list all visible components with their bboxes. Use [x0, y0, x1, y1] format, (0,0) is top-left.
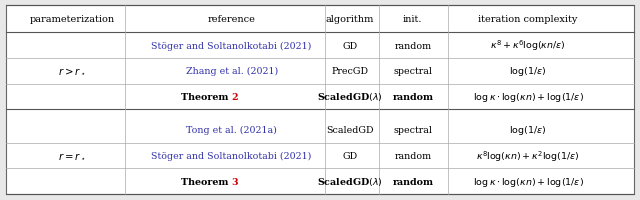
Text: algorithm: algorithm [326, 15, 374, 24]
Text: ScaledGD$(\lambda)$: ScaledGD$(\lambda)$ [317, 91, 383, 103]
Text: $\kappa^8 \log(\kappa n) + \kappa^2 \log(1/\varepsilon)$: $\kappa^8 \log(\kappa n) + \kappa^2 \log… [476, 148, 580, 163]
Text: $\kappa^8 + \kappa^6 \log(\kappa n/\varepsilon)$: $\kappa^8 + \kappa^6 \log(\kappa n/\vare… [490, 39, 566, 53]
Text: GD: GD [342, 41, 358, 50]
Text: Tong et al. (2021a): Tong et al. (2021a) [186, 126, 277, 135]
Text: random: random [392, 92, 433, 101]
Text: $\log \kappa \cdot \log(\kappa n) + \log(1/\varepsilon)$: $\log \kappa \cdot \log(\kappa n) + \log… [472, 175, 584, 188]
Text: 3: 3 [232, 177, 238, 186]
Text: random: random [392, 177, 433, 186]
Text: $r = r_\star$: $r = r_\star$ [58, 150, 86, 161]
Text: random: random [394, 41, 431, 50]
Text: parameterization: parameterization [29, 15, 115, 24]
Text: random: random [394, 151, 431, 160]
Text: Zhang et al. (2021): Zhang et al. (2021) [186, 67, 278, 76]
Text: spectral: spectral [394, 67, 432, 76]
Text: GD: GD [342, 151, 358, 160]
Text: ScaledGD$(\lambda)$: ScaledGD$(\lambda)$ [317, 175, 383, 187]
Text: $\log(1/\varepsilon)$: $\log(1/\varepsilon)$ [509, 65, 547, 78]
Text: $\log \kappa \cdot \log(\kappa n) + \log(1/\varepsilon)$: $\log \kappa \cdot \log(\kappa n) + \log… [472, 90, 584, 103]
Text: iteration complexity: iteration complexity [478, 15, 578, 24]
Text: 2: 2 [232, 92, 238, 101]
FancyBboxPatch shape [6, 6, 634, 194]
Text: Theorem: Theorem [181, 177, 232, 186]
Text: Theorem: Theorem [181, 92, 232, 101]
Text: Stöger and Soltanolkotabi (2021): Stöger and Soltanolkotabi (2021) [152, 41, 312, 50]
Text: init.: init. [403, 15, 422, 24]
Text: ScaledGD: ScaledGD [326, 126, 374, 135]
Text: Stöger and Soltanolkotabi (2021): Stöger and Soltanolkotabi (2021) [152, 151, 312, 160]
Text: spectral: spectral [394, 126, 432, 135]
Text: $r > r_\star$: $r > r_\star$ [58, 66, 86, 77]
Text: reference: reference [208, 15, 255, 24]
Text: PrecGD: PrecGD [332, 67, 369, 76]
Text: $\log(1/\varepsilon)$: $\log(1/\varepsilon)$ [509, 124, 547, 137]
